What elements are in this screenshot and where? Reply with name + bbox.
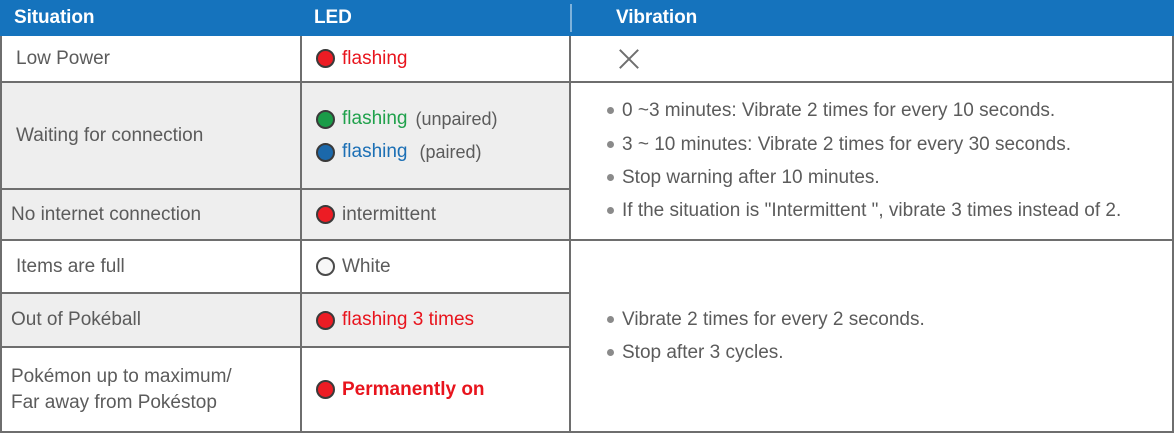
table-row: Low Power [2,36,300,83]
table-body: Low Power Waiting for connection No inte… [0,36,1174,433]
bullet-dot-icon [607,349,614,356]
led-cell: flashing 3 times [302,294,569,348]
vibration-cell: Vibrate 2 times for every 2 seconds. Sto… [571,241,1172,431]
led-red-dot-icon [316,380,335,399]
list-item: Stop after 3 cycles. [607,340,1162,365]
led-red-dot-icon [316,49,335,68]
led-entry: flashing 3 times [316,309,569,331]
x-mark-icon [616,46,642,72]
list-item-text: 0 ~3 minutes: Vibrate 2 times for every … [622,100,1056,122]
led-cell: intermittent [302,190,569,241]
led-state-label: intermittent [342,203,436,225]
bullet-dot-icon [607,207,614,215]
led-cell: flashing [302,36,569,83]
led-white-dot-icon [316,257,335,276]
header-divider [570,4,572,32]
vibration-bullet-list: 0 ~3 minutes: Vibrate 2 times for every … [571,98,1172,223]
led-state-label: White [342,255,391,277]
led-cell: White [302,241,569,294]
led-pairing-note: (unpaired) [415,108,498,129]
column-header-led: LED [314,7,352,28]
led-blue-dot-icon [316,142,335,162]
led-state-label: flashing [342,108,408,129]
table-row: Pokémon up to maximum/ Far away from Pok… [2,348,300,431]
led-entry: Permanently on [316,379,569,401]
bullet-dot-icon [607,174,614,181]
led-entry: flashing (unpaired) [316,108,569,130]
table-row: Waiting for connection [2,83,300,190]
list-item-text: 3 ~ 10 minutes: Vibrate 2 times for ever… [622,133,1072,155]
led-entry: flashing [316,48,569,70]
led-cell: flashing (unpaired) flashing (paired) [302,83,569,190]
table-row: Items are full [2,241,300,294]
situation-label: No internet connection [11,203,202,225]
list-item-text: Stop after 3 cycles. [622,342,784,363]
vibration-cell [571,36,1172,83]
led-entry: White [316,256,569,278]
situation-label: Pokémon up to maximum/ Far away from Pok… [11,366,232,413]
bullet-dot-icon [607,107,614,115]
led-state-label: flashing [342,141,408,162]
column-header-situation: Situation [14,7,95,28]
situation-label: Items are full [16,255,125,277]
led-red-dot-icon [316,205,335,224]
list-item-text: Vibrate 2 times for every 2 seconds. [622,308,925,330]
bullet-dot-icon [607,315,614,323]
vibration-column: 0 ~3 minutes: Vibrate 2 times for every … [571,36,1172,431]
list-item: 0 ~3 minutes: Vibrate 2 times for every … [607,98,1162,123]
situation-label: Waiting for connection [16,124,204,146]
led-green-dot-icon [316,109,335,129]
table-row: Out of Pokéball [2,294,300,348]
list-item: Vibrate 2 times for every 2 seconds. [607,307,1162,332]
vibration-bullet-list: Vibrate 2 times for every 2 seconds. Sto… [571,307,1172,366]
list-item: Stop warning after 10 minutes. [607,165,1162,190]
table-header-row: Situation LED Vibration [0,0,1174,36]
bullet-dot-icon [607,140,614,148]
led-cell: Permanently on [302,348,569,431]
situation-label: Out of Pokéball [11,309,141,331]
led-column: flashing flashing (unpaired) flashing (p… [302,36,571,431]
led-pairing-note: (paired) [419,141,482,162]
situation-label: Low Power [16,47,110,69]
vibration-cell: 0 ~3 minutes: Vibrate 2 times for every … [571,83,1172,241]
column-header-vibration: Vibration [616,7,698,28]
list-item-text: Stop warning after 10 minutes. [622,167,880,188]
led-red-dot-icon [316,310,335,330]
led-entry: intermittent [316,204,569,226]
led-state-label: flashing 3 times [342,309,475,330]
list-item: 3 ~ 10 minutes: Vibrate 2 times for ever… [607,132,1162,157]
table-row: No internet connection [2,190,300,241]
led-state-label: Permanently on [342,378,485,400]
led-state-label: flashing [342,47,408,69]
led-entry: flashing (paired) [316,141,569,163]
list-item-text: If the situation is "Intermittent ", vib… [622,200,1122,222]
list-item: If the situation is "Intermittent ", vib… [607,198,1162,223]
situation-column: Low Power Waiting for connection No inte… [2,36,302,431]
